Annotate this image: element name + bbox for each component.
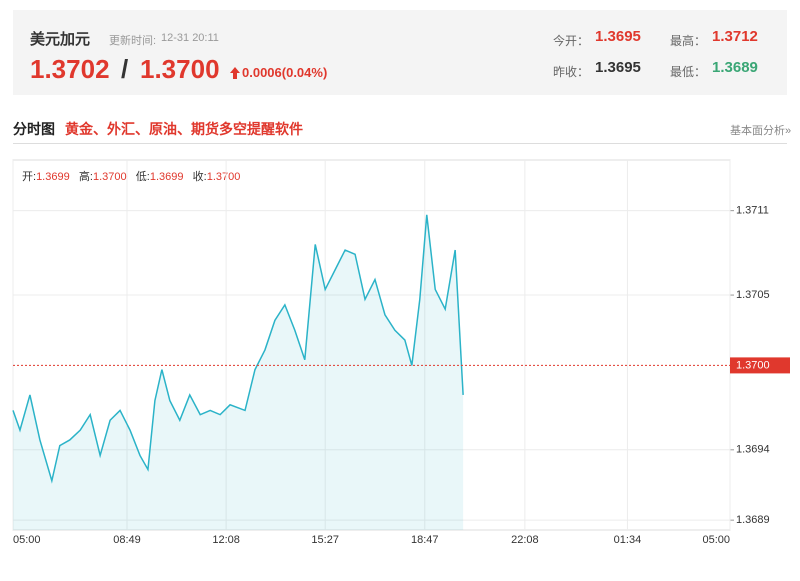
y-tick-label: 1.3694 — [736, 444, 770, 456]
x-tick-label: 05:00 — [702, 534, 730, 546]
ohlc-value: 1.3700 — [206, 171, 241, 183]
stat-value: 1.3695 — [595, 59, 641, 76]
stat-label: 今开： — [553, 34, 590, 48]
stat-label: 昨收： — [553, 65, 590, 79]
x-tick-label: 05:00 — [13, 534, 41, 546]
promo-link[interactable]: 黄金、外汇、原油、期货多空提醒软件 — [65, 121, 303, 137]
analysis-link[interactable]: 基本面分析» — [730, 125, 792, 137]
x-tick-label: 12:08 — [212, 534, 240, 546]
update-label: 更新时间: — [109, 35, 157, 47]
section-title: 分时图 — [13, 121, 55, 137]
quote-row: 开:1.3699 高:1.3700 低:1.3699 收:1.3700 — [22, 168, 240, 184]
ohlc-label: 低: — [135, 171, 150, 183]
current-price-tag — [730, 357, 790, 374]
stat-label: 最高： — [670, 34, 707, 48]
ask-price: 1.3700 — [140, 54, 220, 84]
stat-value: 1.3695 — [595, 28, 641, 45]
ohlc-value: 1.3700 — [92, 171, 127, 183]
stat-value: 1.3712 — [712, 28, 758, 45]
chart: 1.3689 1.3694 1.3705 1.3711 05:00 08:49 12:08 1… — [12, 159, 790, 546]
divider — [13, 143, 787, 144]
y-tick-label: 1.3711 — [736, 205, 769, 217]
price-line — [12, 214, 464, 484]
area — [13, 214, 464, 530]
ohlc-label: 收: — [192, 171, 207, 183]
y-tick-label: 1.3705 — [736, 289, 770, 301]
symbol: 美元加元 — [30, 31, 91, 48]
current-price-label: 1.3700 — [736, 359, 770, 371]
x-tick-label: 22:08 — [511, 534, 539, 546]
stat-label: 最低： — [670, 65, 707, 79]
update-time: 12-31 20:11 — [161, 32, 219, 44]
up-arrow — [230, 67, 240, 79]
x-tick-label: 15:27 — [311, 534, 339, 546]
ohlc-value: 1.3699 — [149, 171, 184, 183]
ohlc-value: 1.3699 — [36, 171, 70, 183]
separator: / — [121, 54, 129, 84]
y-tick-label: 1.3689 — [736, 514, 770, 526]
bid-price: 1.3702 — [30, 54, 110, 84]
x-tick-label: 08:49 — [113, 534, 141, 546]
stat-value: 1.3689 — [712, 59, 758, 76]
x-tick-label: 01:34 — [614, 534, 642, 546]
ohlc-label: 高: — [78, 171, 93, 183]
change: 0.0006(0.04%) — [242, 65, 328, 80]
ohlc-label: 开: — [22, 171, 37, 183]
quote-header: 美元加元 更新时间: 12-31 20:11 1.3702 / 1.3700 0… — [13, 10, 787, 95]
x-tick-label: 18:47 — [411, 534, 439, 546]
